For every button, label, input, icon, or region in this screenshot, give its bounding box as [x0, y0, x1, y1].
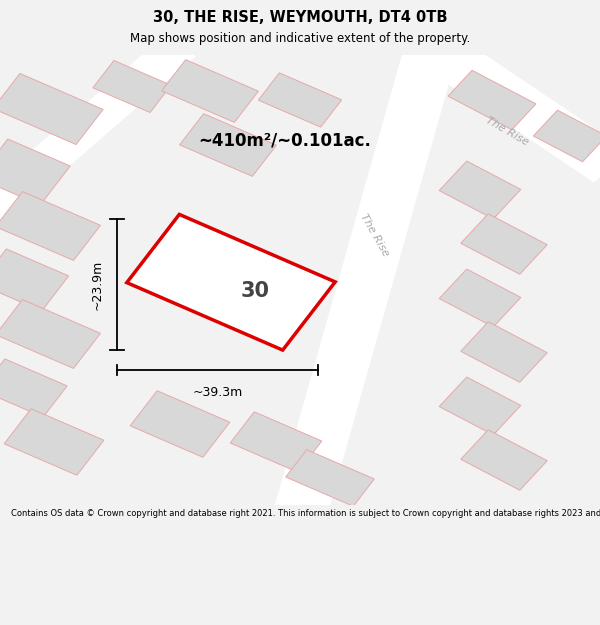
Polygon shape — [0, 139, 70, 205]
Polygon shape — [130, 391, 230, 458]
Polygon shape — [161, 59, 259, 122]
Polygon shape — [259, 73, 341, 127]
Text: ~23.9m: ~23.9m — [91, 259, 104, 309]
Text: The Rise: The Rise — [484, 115, 530, 148]
Polygon shape — [439, 377, 521, 435]
Text: Contains OS data © Crown copyright and database right 2021. This information is : Contains OS data © Crown copyright and d… — [11, 509, 600, 518]
Polygon shape — [286, 450, 374, 506]
Polygon shape — [0, 74, 103, 144]
Polygon shape — [0, 299, 100, 368]
Polygon shape — [461, 322, 547, 382]
Polygon shape — [4, 409, 104, 475]
Polygon shape — [274, 42, 458, 518]
Polygon shape — [0, 359, 67, 417]
Polygon shape — [439, 161, 521, 219]
Text: 30, THE RISE, WEYMOUTH, DT4 0TB: 30, THE RISE, WEYMOUTH, DT4 0TB — [153, 10, 447, 25]
Polygon shape — [179, 114, 277, 176]
Polygon shape — [448, 71, 536, 129]
Polygon shape — [461, 430, 547, 490]
Polygon shape — [93, 61, 171, 112]
Polygon shape — [461, 214, 547, 274]
Polygon shape — [439, 269, 521, 327]
Polygon shape — [414, 31, 600, 182]
Polygon shape — [230, 412, 322, 472]
Polygon shape — [0, 36, 196, 222]
Text: Map shows position and indicative extent of the property.: Map shows position and indicative extent… — [130, 32, 470, 45]
Text: The Rise: The Rise — [359, 212, 391, 258]
Text: 30: 30 — [241, 281, 269, 301]
Polygon shape — [127, 214, 335, 350]
Polygon shape — [0, 249, 68, 311]
Text: ~410m²/~0.101ac.: ~410m²/~0.101ac. — [198, 131, 371, 149]
Text: ~39.3m: ~39.3m — [193, 386, 242, 399]
Polygon shape — [533, 110, 600, 162]
Polygon shape — [0, 192, 100, 261]
